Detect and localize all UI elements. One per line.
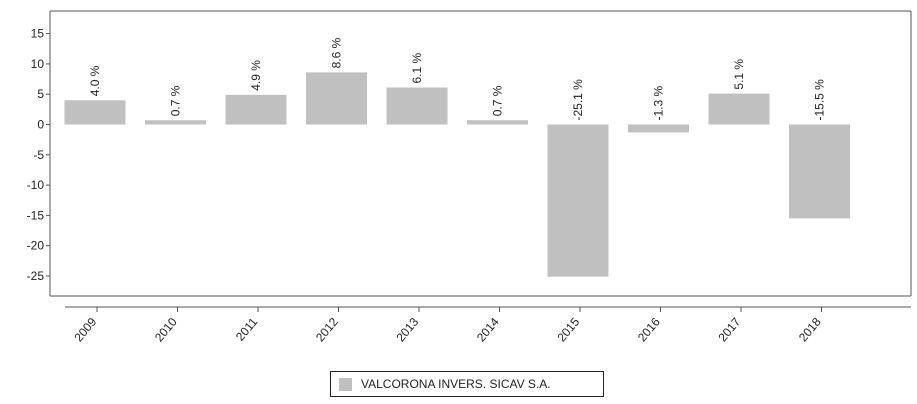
x-tick-label: 2013	[393, 315, 421, 345]
x-tick-label: 2018	[796, 315, 824, 345]
data-label: 0.7 %	[491, 85, 505, 116]
bar	[708, 93, 770, 125]
x-tick-label: 2017	[715, 315, 743, 345]
data-label: -25.1 %	[571, 79, 585, 121]
x-tick-label: 2015	[554, 315, 582, 345]
bar	[145, 120, 206, 125]
legend-label: VALCORONA INVERS. SICAV S.A.	[361, 377, 551, 391]
bar	[628, 124, 689, 133]
y-tick-label: 5	[37, 87, 44, 101]
y-tick-label: -15	[27, 208, 45, 222]
data-label: 6.1 %	[410, 53, 424, 84]
x-tick-label: 2012	[313, 315, 341, 345]
data-label: 5.1 %	[732, 59, 746, 90]
bar	[789, 124, 850, 219]
y-tick-label: 0	[37, 118, 44, 132]
legend-swatch	[339, 377, 352, 391]
y-tick-label: -25	[27, 269, 45, 283]
data-label: 4.9 %	[249, 60, 263, 91]
data-label: -1.3 %	[652, 85, 666, 120]
y-tick-label: -20	[27, 239, 45, 253]
data-label: -15.5 %	[813, 79, 827, 121]
y-tick-label: -5	[33, 148, 44, 162]
bar	[64, 100, 126, 125]
y-tick-label: -10	[27, 178, 45, 192]
x-tick-label: 2011	[233, 315, 261, 344]
legend: VALCORONA INVERS. SICAV S.A.	[330, 371, 604, 397]
bar	[225, 94, 287, 125]
y-tick-label: 10	[31, 57, 45, 71]
x-tick-label: 2009	[71, 315, 99, 345]
data-label: 4.0 %	[88, 65, 102, 96]
x-tick-label: 2010	[152, 315, 180, 345]
bar	[547, 124, 609, 277]
x-tick-label: 2014	[474, 315, 502, 345]
bar	[386, 87, 448, 125]
bar	[306, 72, 367, 125]
y-tick-label: 15	[31, 27, 45, 41]
data-label: 0.7 %	[169, 85, 183, 116]
bar	[467, 120, 528, 125]
x-tick-label: 2016	[635, 315, 663, 345]
data-label: 8.6 %	[330, 37, 344, 68]
